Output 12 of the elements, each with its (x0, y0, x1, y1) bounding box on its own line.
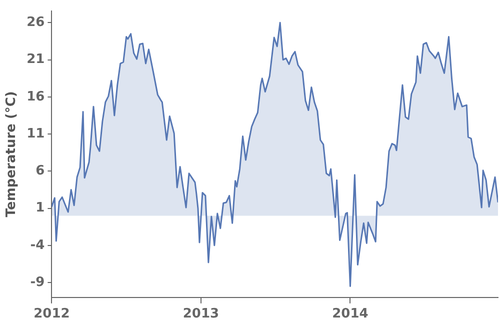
y-tick-label: 1 (36, 200, 45, 216)
x-tick-label: 2012 (34, 306, 70, 322)
x-tick-label: 2014 (332, 306, 368, 322)
y-tick-label: 11 (26, 126, 45, 142)
y-tick-label: 26 (26, 15, 45, 30)
y-tick-label: -9 (30, 274, 45, 290)
y-tick-label: 6 (36, 164, 45, 179)
y-tick-label: 16 (26, 89, 45, 104)
y-axis-title: Temperature (°C) (4, 91, 20, 218)
y-tick-label: 21 (26, 52, 45, 68)
x-tick-label: 2013 (182, 306, 220, 322)
y-tick-label: -4 (30, 238, 45, 253)
